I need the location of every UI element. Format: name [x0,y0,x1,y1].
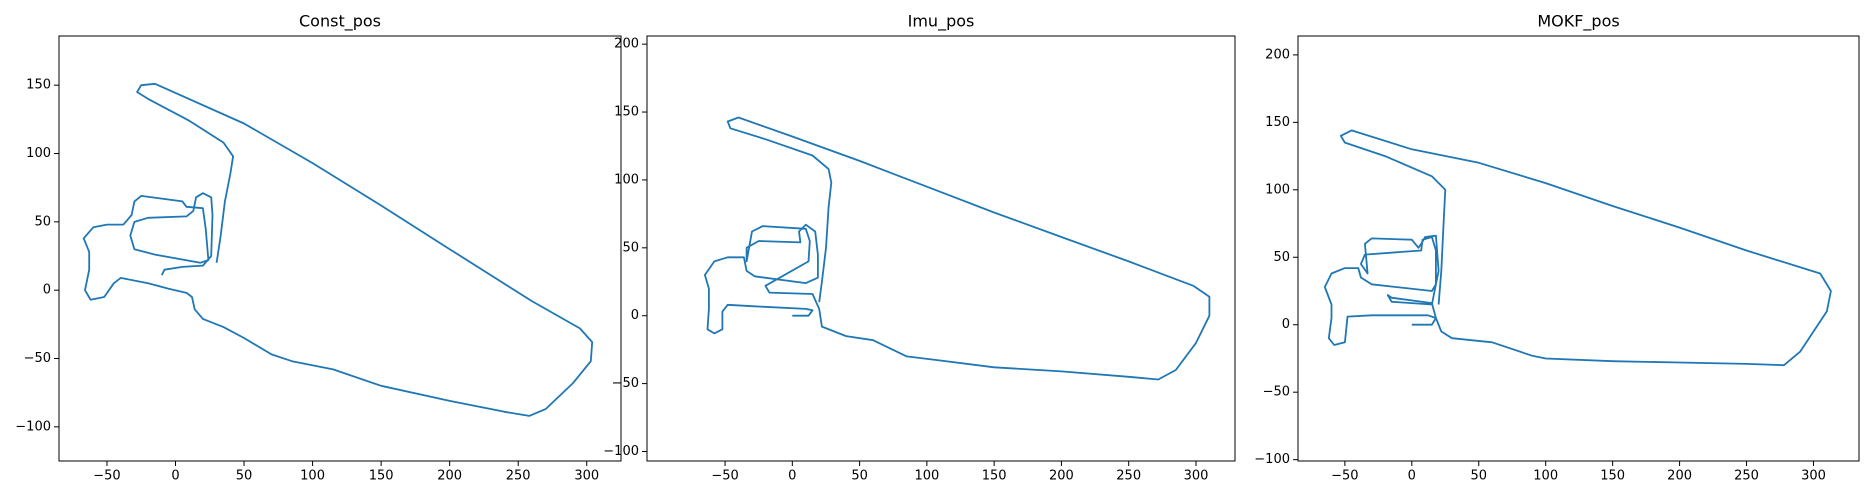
trajectory-line [82,82,594,417]
x-tick-label: 100 [300,469,325,484]
x-tick-label: 0 [1408,469,1416,484]
y-tick-label: 0 [1282,317,1290,332]
x-tick-label: 200 [1049,469,1074,484]
x-tick-label: 250 [1734,469,1759,484]
y-tick-label: −50 [612,376,639,391]
y-tick-label: 0 [631,308,639,323]
plot-frame [1297,35,1860,462]
y-tick-label: 100 [614,172,639,187]
y-tick-label: 100 [1265,182,1290,197]
y-tick-label: −50 [1263,385,1290,400]
x-tick-label: −50 [711,469,738,484]
y-tick-label: 50 [1273,250,1290,265]
y-tick-label: 100 [26,146,51,161]
x-tick-label: 150 [1600,469,1625,484]
x-tick-label: 50 [236,469,253,484]
y-tick-label: −100 [603,444,639,459]
chart-title: Const_pos [299,12,381,32]
y-tick-label: 50 [622,240,639,255]
y-tick-label: −100 [1254,452,1290,467]
x-tick-label: 200 [437,469,462,484]
chart-title: MOKF_pos [1537,12,1619,32]
x-tick-label: 0 [171,469,179,484]
x-tick-label: 300 [574,469,599,484]
x-tick-label: 50 [851,469,868,484]
y-tick-label: 150 [614,105,639,120]
x-tick-label: 300 [1184,469,1209,484]
y-tick-label: 0 [43,283,51,298]
plot-frame [58,35,622,462]
x-tick-label: 250 [506,469,531,484]
y-tick-label: 150 [26,78,51,93]
trajectory-line [704,116,1211,381]
y-tick-label: −50 [24,351,51,366]
x-tick-label: 100 [914,469,939,484]
y-tick-label: −100 [15,419,51,434]
y-tick-label: 150 [1265,115,1290,130]
trajectory-line [1323,129,1832,367]
x-tick-label: 150 [982,469,1007,484]
x-tick-label: 200 [1667,469,1692,484]
y-tick-label: 200 [614,37,639,52]
x-tick-label: −50 [1331,469,1358,484]
x-tick-label: 150 [369,469,394,484]
y-tick-label: 200 [1265,47,1290,62]
plot-frame [646,35,1236,462]
chart-title: Imu_pos [908,12,975,32]
x-tick-label: −50 [93,469,120,484]
x-tick-label: 250 [1116,469,1141,484]
x-tick-label: 50 [1470,469,1487,484]
x-tick-label: 300 [1801,469,1826,484]
y-tick-label: 50 [34,214,51,229]
x-tick-label: 0 [788,469,796,484]
x-tick-label: 100 [1533,469,1558,484]
